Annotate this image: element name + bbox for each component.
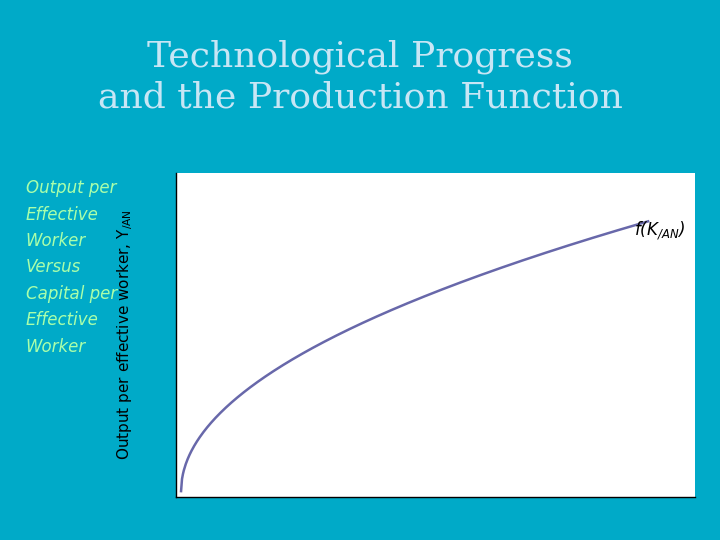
Text: Output per
Effective
Worker
Versus
Capital per
Effective
Worker: Output per Effective Worker Versus Capit… <box>26 179 117 356</box>
Text: $f$(K$_{\mathregular{/AN}}$): $f$(K$_{\mathregular{/AN}}$) <box>634 220 685 242</box>
Text: Output per effective worker, Y$_{\mathregular{/AN}}$: Output per effective worker, Y$_{\mathre… <box>115 210 135 460</box>
Text: and the Production Function: and the Production Function <box>98 80 622 114</box>
Text: Technological Progress: Technological Progress <box>147 39 573 74</box>
